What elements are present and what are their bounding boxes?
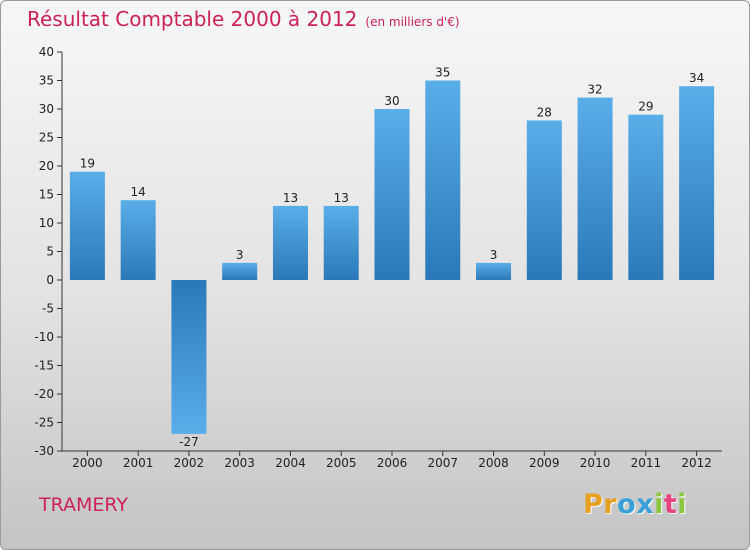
y-tick-label: 5 <box>46 245 54 259</box>
bar <box>69 171 105 280</box>
logo-letter: o <box>617 489 637 520</box>
y-tick-label: 15 <box>39 188 54 202</box>
bar-value-label: 19 <box>80 157 95 171</box>
x-tick-label: 2005 <box>326 456 357 470</box>
bar <box>374 109 410 280</box>
x-tick-label: 2007 <box>427 456 458 470</box>
bar <box>476 262 512 280</box>
x-tick-label: 2006 <box>377 456 408 470</box>
chart-title-text: Résultat Comptable 2000 à 2012 <box>27 7 358 31</box>
x-tick-label: 2001 <box>123 456 154 470</box>
logo-letter: i <box>654 489 664 520</box>
logo-letter: x <box>636 489 655 520</box>
x-tick-label: 2009 <box>529 456 560 470</box>
y-tick-label: 0 <box>46 273 54 287</box>
bar-value-label: 29 <box>638 100 653 114</box>
commune-name: TRAMERY <box>39 494 129 516</box>
bar <box>425 80 461 280</box>
bar <box>272 205 308 280</box>
bar-value-label: 14 <box>131 185 146 199</box>
y-tick-label: 20 <box>39 159 54 173</box>
bar-value-label: 28 <box>537 105 552 119</box>
bar <box>526 120 562 281</box>
x-tick-label: 2012 <box>681 456 712 470</box>
x-tick-label: 2003 <box>224 456 255 470</box>
bar <box>222 262 258 280</box>
bar-value-label: 3 <box>236 248 244 262</box>
y-tick-label: 25 <box>39 131 54 145</box>
bar <box>679 86 715 280</box>
x-tick-label: 2002 <box>174 456 205 470</box>
y-tick-label: 35 <box>39 74 54 88</box>
bar-value-label: 13 <box>283 191 298 205</box>
y-tick-label: 30 <box>39 102 54 116</box>
bar <box>120 200 156 280</box>
bar <box>171 280 207 434</box>
x-tick-label: 2008 <box>478 456 509 470</box>
x-tick-label: 2010 <box>580 456 611 470</box>
y-tick-label: -25 <box>34 416 54 430</box>
bar-value-label: 35 <box>435 66 450 80</box>
y-tick-label: -20 <box>34 387 54 401</box>
x-tick-label: 2011 <box>631 456 662 470</box>
logo-letter: r <box>603 489 618 520</box>
bar <box>323 205 359 280</box>
y-tick-label: -30 <box>34 444 54 458</box>
y-tick-label: -10 <box>34 330 54 344</box>
chart-unit: (en milliers d'€) <box>365 15 460 29</box>
x-tick-label: 2000 <box>72 456 103 470</box>
bar <box>628 114 664 280</box>
logo-letter: P <box>583 489 604 520</box>
bar-value-label: 34 <box>689 71 704 85</box>
y-tick-label: -5 <box>42 302 54 316</box>
y-tick-label: 10 <box>39 216 54 230</box>
bar-value-label: 30 <box>384 94 399 108</box>
bar-value-label: 32 <box>587 83 602 97</box>
bar <box>577 97 613 280</box>
logo-letter: t <box>663 489 678 520</box>
x-tick-label: 2004 <box>275 456 306 470</box>
bar-value-label: 3 <box>490 248 498 262</box>
y-tick-label: 40 <box>39 45 54 59</box>
bar-value-label: 13 <box>334 191 349 205</box>
y-tick-label: -15 <box>34 359 54 373</box>
chart-title: Résultat Comptable 2000 à 2012 (en millie… <box>27 7 460 31</box>
logo-letter: i <box>677 489 688 520</box>
proxiti-logo: Proxiti <box>583 489 687 520</box>
bar-value-label: -27 <box>179 435 199 449</box>
